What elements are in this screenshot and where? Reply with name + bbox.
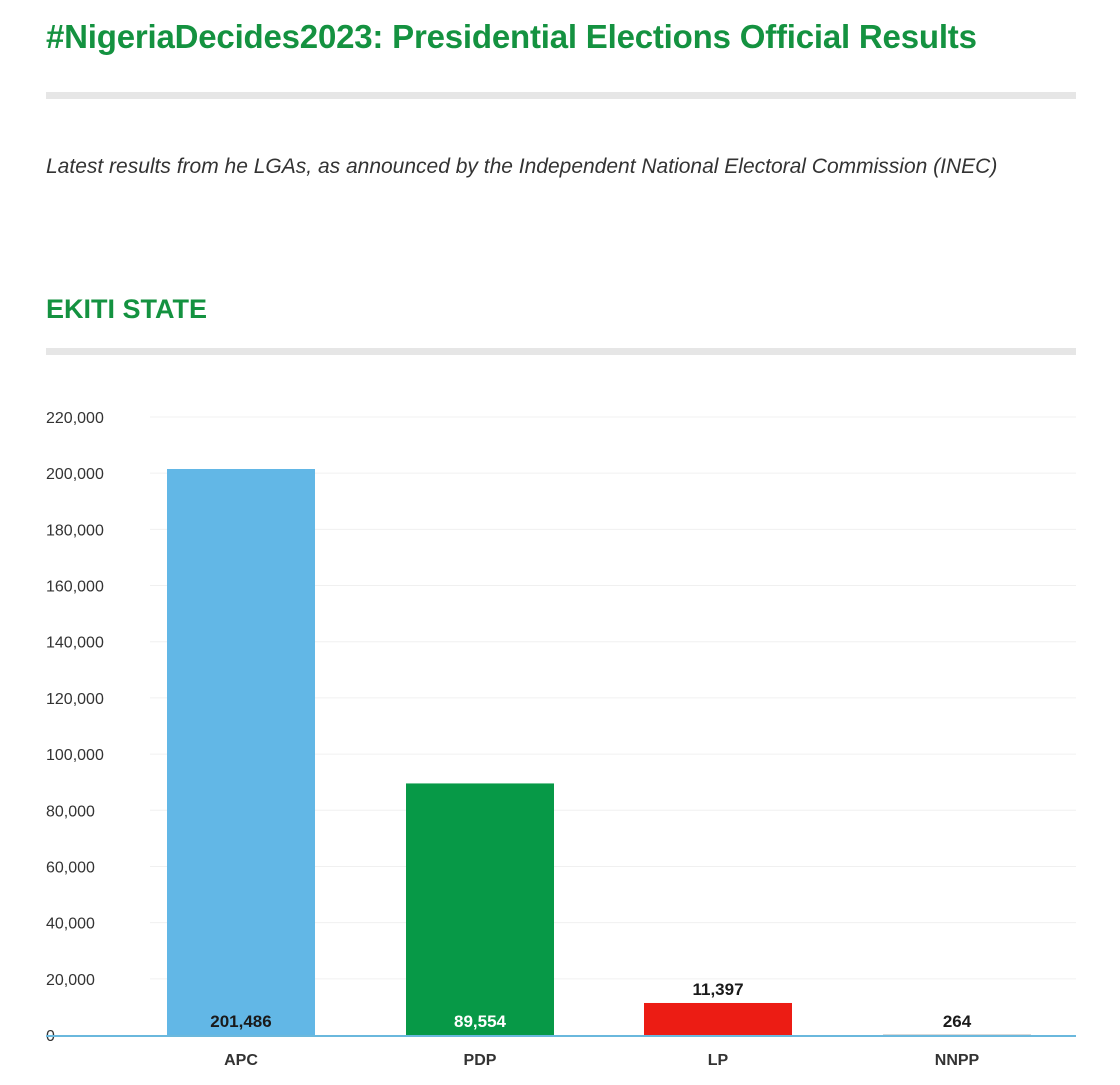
value-label-apc: 201,486 — [210, 1012, 271, 1031]
y-tick-label: 40,000 — [46, 916, 95, 933]
bar-chart: 020,00040,00060,00080,000100,000120,0001… — [46, 410, 1076, 1069]
y-tick-label: 220,000 — [46, 410, 104, 427]
intro-text: Latest results from he LGAs, as announce… — [46, 155, 998, 178]
y-tick-label: 200,000 — [46, 466, 104, 483]
bar-pdp — [406, 783, 554, 1035]
section-title: EKITI STATE — [46, 294, 207, 324]
x-tick-label-nnpp: NNPP — [935, 1052, 980, 1069]
value-label-nnpp: 264 — [943, 1012, 972, 1031]
title-divider — [46, 92, 1076, 99]
y-tick-label: 120,000 — [46, 691, 104, 708]
section-divider — [46, 348, 1076, 355]
x-axis-category-labels: APC PDP LP NNPP — [224, 1052, 979, 1069]
bars — [167, 469, 1031, 1035]
value-label-lp: 11,397 — [692, 980, 743, 999]
y-tick-label: 100,000 — [46, 747, 104, 764]
page-title: #NigeriaDecides2023: Presidential Electi… — [46, 18, 977, 55]
y-tick-label: 60,000 — [46, 859, 95, 876]
bar-nnpp — [883, 1034, 1031, 1035]
y-tick-label: 80,000 — [46, 803, 95, 820]
bar-lp — [644, 1002, 792, 1035]
y-axis-tick-labels: 020,00040,00060,00080,000100,000120,0001… — [46, 410, 104, 1045]
y-tick-label: 20,000 — [46, 972, 95, 989]
y-tick-label: 140,000 — [46, 635, 104, 652]
y-tick-label: 160,000 — [46, 579, 104, 596]
x-tick-label-lp: LP — [708, 1052, 729, 1069]
bar-apc — [167, 469, 315, 1035]
y-tick-label: 180,000 — [46, 522, 104, 539]
x-tick-label-pdp: PDP — [464, 1052, 497, 1069]
x-tick-label-apc: APC — [224, 1052, 258, 1069]
value-label-pdp: 89,554 — [454, 1012, 507, 1031]
value-labels: 201,486 89,554 11,397 264 — [210, 980, 971, 1031]
